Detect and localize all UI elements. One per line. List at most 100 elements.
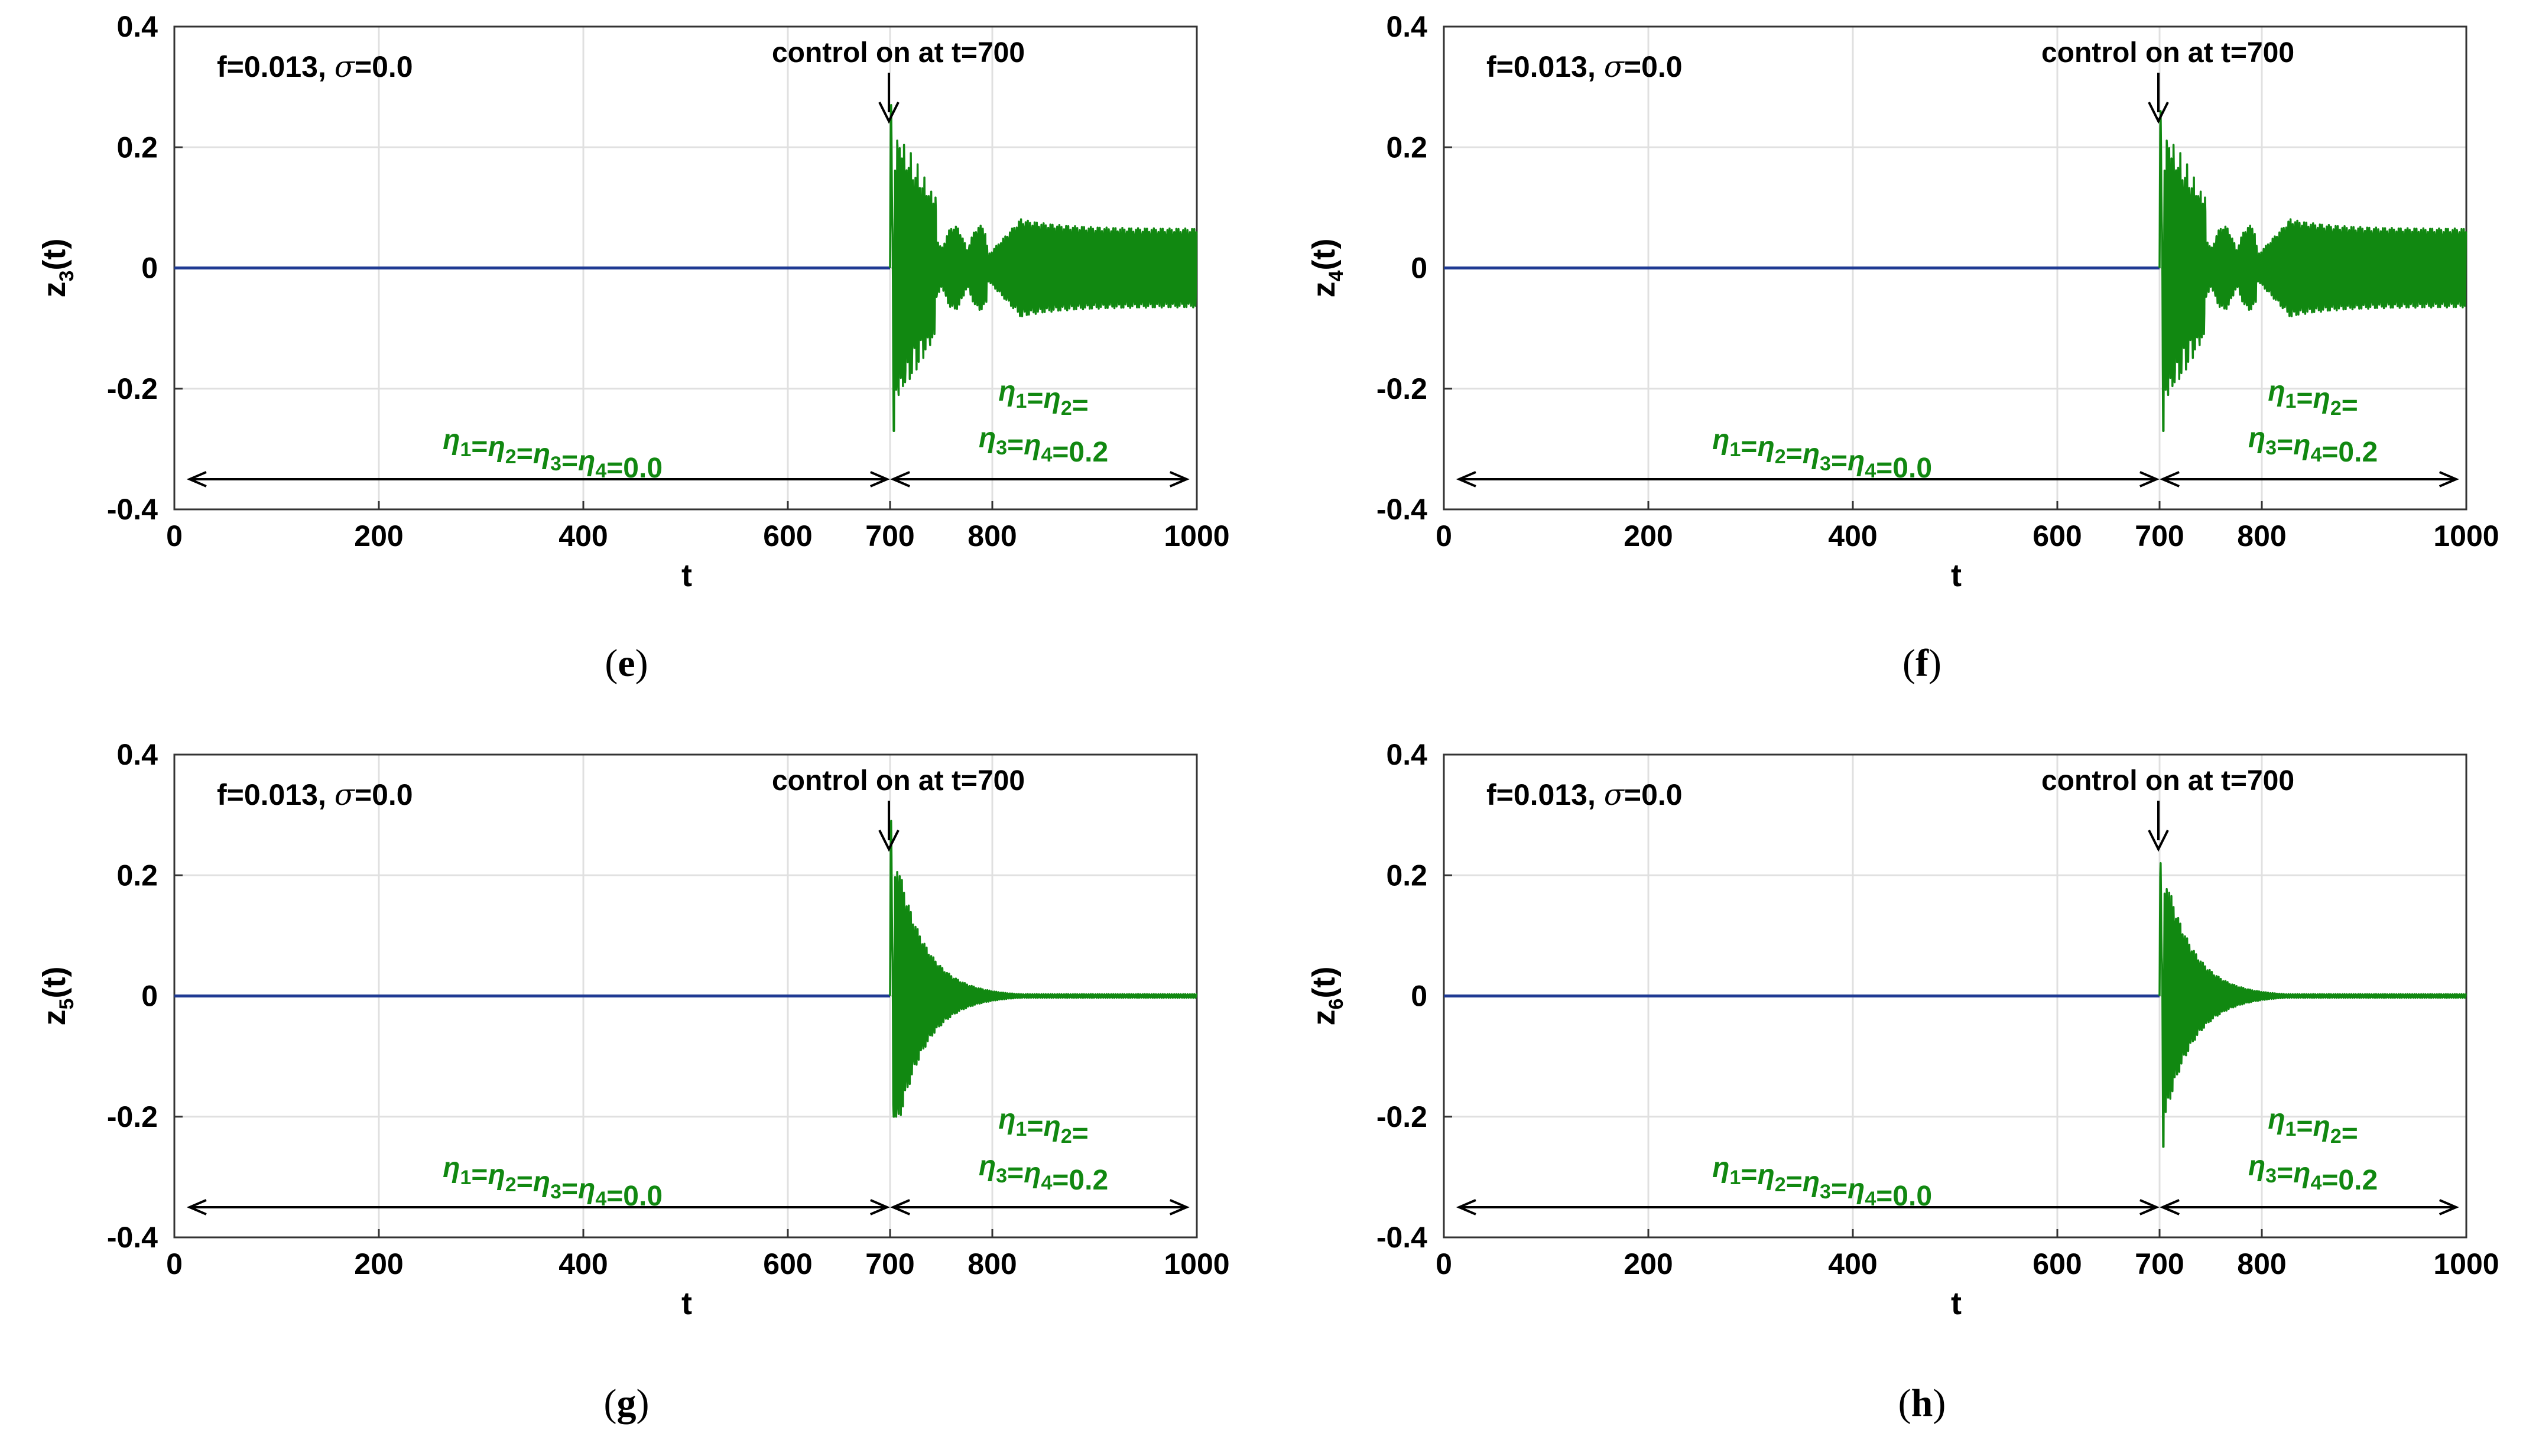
p2-x-tick-label-3: 600 bbox=[763, 1247, 812, 1280]
p1-after-eta-label-2-part: =0.2 bbox=[2322, 437, 2378, 468]
p3-after-eta-label-2-eta: η bbox=[2293, 1158, 2310, 1189]
p2-after-eta-label-1: η1=η2= bbox=[998, 1104, 1089, 1149]
p0-y-tick-label-4: -0.4 bbox=[107, 493, 158, 526]
chart-panel-h: 0 200 400 600 700 800 1000 0.4 0.2 0 -0.2 -0.4 t z6(t… bbox=[1270, 728, 2539, 1456]
p0-y-axis-label: z3(t) bbox=[37, 239, 78, 298]
p0-y-tick-label-1: 0.2 bbox=[116, 131, 158, 164]
p3-x-axis-label: t bbox=[1951, 1286, 1962, 1321]
p0-after-eta-label-2-sub: 3 bbox=[996, 437, 1007, 459]
p1-before-eta-label-part: = bbox=[1786, 438, 1803, 470]
p2-before-eta-label-part: = bbox=[471, 1159, 488, 1191]
p2-x-tick-label-1: 200 bbox=[354, 1247, 403, 1280]
p0-y-tick-label-3: -0.2 bbox=[107, 372, 158, 405]
chart-panel-g: 0 200 400 600 700 800 1000 0.4 0.2 0 -0.2 -0.4 t z5(t… bbox=[0, 728, 1270, 1456]
p2-after-eta-label-2-part: = bbox=[1007, 1158, 1024, 1189]
p2-after-eta-label-2-eta: η bbox=[979, 1150, 996, 1182]
p1-before-eta-label-eta: η bbox=[1712, 424, 1729, 456]
p1-before-range-arrow-head-right bbox=[2139, 471, 2160, 488]
p1-x-tick-label-4: 700 bbox=[2135, 519, 2184, 552]
p1-before-eta-label: η1=η2=η3=η4=0.0 bbox=[1712, 424, 1932, 484]
p2-y-tick-label-2: 0 bbox=[141, 980, 158, 1013]
p1-before-eta-label-eta: η bbox=[1757, 431, 1774, 463]
p3-x-tick-label-3: 600 bbox=[2033, 1247, 2082, 1280]
p0-before-eta-label-eta: η bbox=[578, 446, 595, 477]
p0-y-axis-label-sub: 3 bbox=[56, 271, 78, 282]
p1-after-eta-label-1-sub: 2 bbox=[2330, 397, 2342, 420]
p1-after-eta-label-1-part: = bbox=[2296, 383, 2313, 414]
p2-before-eta-label-eta: η bbox=[578, 1174, 595, 1205]
p2-before-eta-label-part: =0.0 bbox=[606, 1181, 663, 1212]
p3-before-eta-label-sub: 1 bbox=[1729, 1166, 1741, 1189]
p2-after-eta-label-1-sub: 2 bbox=[1061, 1125, 1072, 1148]
p3-after-eta-label-2-sub: 4 bbox=[2310, 1172, 2322, 1194]
p0-before-eta-label-part: = bbox=[517, 438, 533, 470]
p0-params-annotation: f=0.013, σ=0.0 bbox=[217, 50, 413, 84]
p2-before-eta-label-eta: η bbox=[443, 1152, 460, 1184]
p3-after-eta-label-2: η3=η4=0.2 bbox=[2248, 1150, 2378, 1196]
p1-x-axis-label: t bbox=[1951, 558, 1962, 593]
p2-y-axis-label-sub: 5 bbox=[56, 999, 78, 1010]
p3-after-range-arrow-head-left bbox=[2160, 1199, 2180, 1216]
p0-after-eta-label-1-eta: η bbox=[1044, 383, 1061, 414]
p3-control-annotation: control on at t=700 bbox=[2041, 765, 2294, 797]
p3-after-eta-label-2-sub: 3 bbox=[2265, 1165, 2277, 1187]
p0-after-eta-label-1-sub: 1 bbox=[1016, 390, 1027, 412]
p1-y-tick-label-4: -0.4 bbox=[1376, 493, 1427, 526]
p3-before-range-arrow-head-right bbox=[2139, 1199, 2160, 1216]
p1-after-eta-label-1-eta: η bbox=[2313, 383, 2330, 414]
p1-after-eta-label-1-sub: 1 bbox=[2285, 390, 2297, 412]
p3-after-eta-label-2-part: = bbox=[2277, 1158, 2293, 1189]
p1-x-tick-label-2: 400 bbox=[1828, 519, 1877, 552]
p3-before-eta-label-sub: 2 bbox=[1775, 1174, 1786, 1196]
p0-after-eta-label-1-part: = bbox=[1072, 390, 1089, 421]
p1-x-tick-label-3: 600 bbox=[2033, 519, 2082, 552]
p2-after-eta-label-1-sub: 1 bbox=[1016, 1118, 1027, 1140]
p3-x-tick-label-0: 0 bbox=[1436, 1247, 1452, 1280]
p2-x-tick-label-4: 700 bbox=[865, 1247, 914, 1280]
panel-label-e: (e) bbox=[605, 642, 648, 685]
p2-control-annotation: control on at t=700 bbox=[772, 765, 1025, 797]
p0-before-eta-label-part: = bbox=[561, 446, 578, 477]
p2-params-sigma-value: =0.0 bbox=[355, 778, 413, 811]
p2-before-eta-label: η1=η2=η3=η4=0.0 bbox=[443, 1152, 663, 1212]
p3-y-tick-label-0: 0.4 bbox=[1386, 738, 1427, 771]
p2-y-tick-label-3: -0.2 bbox=[107, 1100, 158, 1133]
p3-y-tick-label-2: 0 bbox=[1411, 980, 1427, 1013]
p1-y-tick-label-1: 0.2 bbox=[1386, 131, 1427, 164]
p0-y-axis-label-main: z bbox=[37, 281, 72, 297]
p3-params-annotation: f=0.013, σ=0.0 bbox=[1486, 778, 1683, 812]
p0-y-tick-label-0: 0.4 bbox=[116, 10, 158, 43]
p3-after-eta-label-1-eta: η bbox=[2313, 1111, 2330, 1142]
p0-after-range-arrow-head-right bbox=[1169, 471, 1190, 488]
p0-control-arrow-head bbox=[878, 102, 900, 124]
p3-params-sigma: σ bbox=[1604, 778, 1625, 812]
p2-before-range-arrow-head-right bbox=[870, 1199, 890, 1216]
p3-after-eta-label-1-sub: 2 bbox=[2330, 1125, 2342, 1148]
p2-params-sigma: σ bbox=[335, 778, 356, 812]
p0-after-eta-label-2: η3=η4=0.2 bbox=[979, 422, 1108, 468]
p1-control-arrow-head bbox=[2148, 102, 2169, 124]
p0-after-eta-label-1: η1=η2= bbox=[998, 376, 1089, 421]
p0-before-eta-label-sub: 1 bbox=[460, 438, 471, 461]
p2-after-eta-label-2: η3=η4=0.2 bbox=[979, 1150, 1108, 1196]
p0-params-sigma-value: =0.0 bbox=[355, 50, 413, 83]
p2-before-eta-label-sub: 2 bbox=[505, 1174, 517, 1196]
p1-params-sigma-value: =0.0 bbox=[1624, 50, 1683, 83]
chart-panel-f: 0 200 400 600 700 800 1000 0.4 0.2 0 -0.2 -0.4 t z4(t… bbox=[1270, 0, 2539, 728]
p2-before-eta-label-sub: 3 bbox=[550, 1181, 561, 1203]
p3-before-eta-label-part: = bbox=[1741, 1159, 1757, 1191]
p3-x-tick-label-6: 1000 bbox=[2433, 1247, 2499, 1280]
p3-after-eta-label-2-part: =0.2 bbox=[2322, 1165, 2378, 1196]
p3-before-eta-label-part: =0.0 bbox=[1876, 1181, 1932, 1212]
p2-after-eta-label-1-eta: η bbox=[1044, 1111, 1061, 1142]
p0-before-eta-label-part: = bbox=[471, 431, 488, 463]
p3-before-eta-label-part: = bbox=[1831, 1174, 1848, 1205]
p2-params-text: f=0.013, bbox=[217, 778, 335, 811]
p3-after-eta-label-1-part: = bbox=[2296, 1111, 2313, 1142]
p1-after-eta-label-1-eta: η bbox=[2268, 376, 2285, 407]
p3-y-axis-label: z6(t) bbox=[1306, 967, 1348, 1026]
p1-y-tick-label-2: 0 bbox=[1411, 252, 1427, 285]
panel-label-g: (g) bbox=[603, 1382, 650, 1425]
p3-x-tick-label-5: 800 bbox=[2237, 1247, 2286, 1280]
p1-after-eta-label-2-eta: η bbox=[2248, 422, 2265, 454]
